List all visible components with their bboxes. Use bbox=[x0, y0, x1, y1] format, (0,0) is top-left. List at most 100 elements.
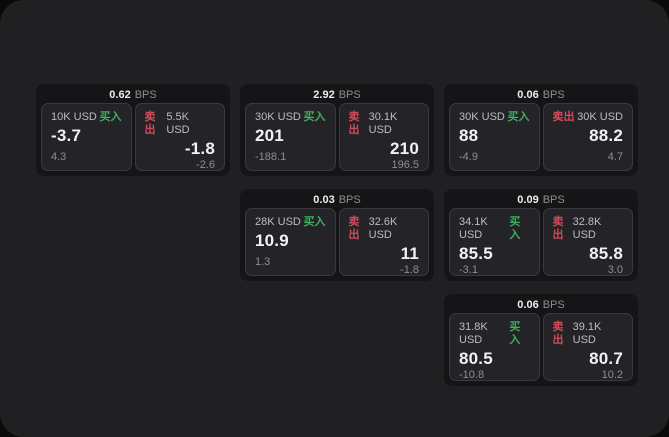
sell-delta: -1.8 bbox=[400, 264, 419, 276]
spread-value: 0.06 bbox=[517, 89, 539, 101]
buy-side-label: 买入 bbox=[303, 111, 326, 123]
spread-value: 0.03 bbox=[313, 194, 335, 206]
buy-price: 80.5 bbox=[459, 349, 493, 368]
spread-unit-label: BPS bbox=[134, 89, 157, 101]
sell-delta: -2.6 bbox=[196, 159, 215, 171]
quote-card[interactable]: 0.03 BPS 28K USD 买入 10.9 1.3 卖出 32.6K US… bbox=[240, 189, 434, 281]
buy-price: 85.5 bbox=[459, 244, 493, 263]
spread-value: 0.09 bbox=[517, 194, 539, 206]
buy-panel-top-row: 34.1K USD 买入 bbox=[459, 216, 530, 242]
sell-panel[interactable]: 卖出 30.1K USD 210 196.5 bbox=[338, 103, 429, 171]
sell-amount: 5.5K USD bbox=[166, 111, 190, 136]
sell-panel-top-row: 卖出 30.1K USD bbox=[349, 111, 420, 137]
buy-delta: -4.9 bbox=[459, 151, 478, 163]
buy-delta: 4.3 bbox=[51, 151, 67, 163]
sell-side-label: 卖出 bbox=[552, 321, 564, 346]
quote-card[interactable]: 2.92 BPS 30K USD 买入 201 -188.1 卖出 30.1K … bbox=[240, 84, 434, 176]
buy-amount: 30K USD bbox=[255, 111, 301, 123]
quote-sides: 34.1K USD 买入 85.5 -3.1 卖出 32.8K USD 85.8… bbox=[449, 208, 633, 276]
spread-unit-label: BPS bbox=[542, 89, 565, 101]
spread-header: 0.09 BPS bbox=[449, 193, 633, 208]
sell-price: 210 bbox=[390, 139, 419, 158]
buy-amount: 10K USD bbox=[51, 111, 97, 123]
buy-amount: 34.1K USD bbox=[459, 216, 488, 241]
sell-price: 88.2 bbox=[589, 126, 623, 145]
sell-delta: 196.5 bbox=[391, 159, 419, 171]
sell-amount: 32.8K USD bbox=[572, 216, 602, 241]
quote-sides: 10K USD 买入 -3.7 4.3 卖出 5.5K USD -1.8 -2.… bbox=[41, 103, 225, 171]
quote-sides: 31.8K USD 买入 80.5 -10.8 卖出 39.1K USD 80.… bbox=[449, 313, 633, 381]
buy-panel-top-row: 31.8K USD 买入 bbox=[459, 321, 530, 347]
sell-panel-top-row: 卖出 39.1K USD bbox=[553, 321, 624, 347]
spread-unit-label: BPS bbox=[338, 89, 361, 101]
quote-card[interactable]: 0.06 BPS 31.8K USD 买入 80.5 -10.8 卖出 39.1… bbox=[444, 294, 638, 386]
buy-panel[interactable]: 28K USD 买入 10.9 1.3 bbox=[245, 208, 336, 276]
buy-side-label: 买入 bbox=[509, 216, 521, 241]
sell-panel[interactable]: 卖出 5.5K USD -1.8 -2.6 bbox=[134, 103, 225, 171]
sell-panel-top-row: 卖出 32.8K USD bbox=[553, 216, 624, 242]
buy-panel-top-row: 30K USD 买入 bbox=[459, 111, 530, 124]
buy-panel[interactable]: 10K USD 买入 -3.7 4.3 bbox=[41, 103, 132, 171]
quote-card[interactable]: 0.06 BPS 30K USD 买入 88 -4.9 卖出 30K USD 8… bbox=[444, 84, 638, 176]
sell-panel[interactable]: 卖出 39.1K USD 80.7 10.2 bbox=[542, 313, 633, 381]
quote-card[interactable]: 0.62 BPS 10K USD 买入 -3.7 4.3 卖出 5.5K USD… bbox=[36, 84, 230, 176]
sell-side-label: 卖出 bbox=[348, 216, 360, 241]
buy-panel[interactable]: 30K USD 买入 88 -4.9 bbox=[449, 103, 540, 171]
spread-value: 2.92 bbox=[313, 89, 335, 101]
buy-panel-top-row: 30K USD 买入 bbox=[255, 111, 326, 124]
buy-panel-top-row: 10K USD 买入 bbox=[51, 111, 122, 124]
sell-amount: 39.1K USD bbox=[572, 321, 602, 346]
buy-amount: 31.8K USD bbox=[459, 321, 488, 346]
sell-delta: 4.7 bbox=[607, 151, 623, 163]
sell-side-label: 卖出 bbox=[144, 111, 156, 136]
sell-amount: 32.6K USD bbox=[368, 216, 398, 241]
buy-price: 88 bbox=[459, 126, 479, 145]
buy-amount: 28K USD bbox=[255, 216, 301, 228]
buy-price: 10.9 bbox=[255, 231, 289, 250]
buy-side-label: 买入 bbox=[509, 321, 521, 346]
sell-side-label: 卖出 bbox=[552, 216, 564, 241]
buy-side-label: 买入 bbox=[99, 111, 122, 123]
buy-delta: -10.8 bbox=[459, 369, 485, 381]
spread-header: 2.92 BPS bbox=[245, 88, 429, 103]
buy-side-label: 买入 bbox=[303, 216, 326, 228]
buy-amount: 30K USD bbox=[459, 111, 505, 123]
sell-price: 11 bbox=[400, 244, 419, 263]
buy-delta: -188.1 bbox=[255, 151, 287, 163]
buy-delta: -3.1 bbox=[459, 264, 478, 276]
spread-header: 0.06 BPS bbox=[449, 298, 633, 313]
sell-side-label: 卖出 bbox=[552, 111, 575, 123]
buy-panel[interactable]: 30K USD 买入 201 -188.1 bbox=[245, 103, 336, 171]
sell-panel-top-row: 卖出 5.5K USD bbox=[145, 111, 216, 137]
spread-unit-label: BPS bbox=[542, 299, 565, 311]
quote-sides: 28K USD 买入 10.9 1.3 卖出 32.6K USD 11 -1.8 bbox=[245, 208, 429, 276]
sell-amount: 30K USD bbox=[577, 111, 623, 123]
sell-panel-top-row: 卖出 30K USD bbox=[553, 111, 624, 124]
spread-header: 0.06 BPS bbox=[449, 88, 633, 103]
buy-panel[interactable]: 34.1K USD 买入 85.5 -3.1 bbox=[449, 208, 540, 276]
buy-panel[interactable]: 31.8K USD 买入 80.5 -10.8 bbox=[449, 313, 540, 381]
spread-value: 0.06 bbox=[517, 299, 539, 311]
buy-panel-top-row: 28K USD 买入 bbox=[255, 216, 326, 229]
buy-price: -3.7 bbox=[51, 126, 82, 145]
quote-sides: 30K USD 买入 88 -4.9 卖出 30K USD 88.2 4.7 bbox=[449, 103, 633, 171]
spread-unit-label: BPS bbox=[338, 194, 361, 206]
buy-price: 201 bbox=[255, 126, 284, 145]
sell-price: 80.7 bbox=[589, 349, 623, 368]
sell-panel[interactable]: 卖出 32.6K USD 11 -1.8 bbox=[338, 208, 429, 276]
spread-value: 0.62 bbox=[109, 89, 131, 101]
sell-delta: 10.2 bbox=[601, 369, 623, 381]
sell-panel[interactable]: 卖出 30K USD 88.2 4.7 bbox=[542, 103, 633, 171]
sell-price: 85.8 bbox=[589, 244, 623, 263]
sell-price: -1.8 bbox=[184, 139, 215, 158]
spread-header: 0.62 BPS bbox=[41, 88, 225, 103]
sell-panel[interactable]: 卖出 32.8K USD 85.8 3.0 bbox=[542, 208, 633, 276]
quote-card[interactable]: 0.09 BPS 34.1K USD 买入 85.5 -3.1 卖出 32.8K… bbox=[444, 189, 638, 281]
buy-side-label: 买入 bbox=[507, 111, 530, 123]
buy-delta: 1.3 bbox=[255, 256, 271, 268]
sell-amount: 30.1K USD bbox=[368, 111, 398, 136]
sell-panel-top-row: 卖出 32.6K USD bbox=[349, 216, 420, 242]
sell-side-label: 卖出 bbox=[348, 111, 360, 136]
